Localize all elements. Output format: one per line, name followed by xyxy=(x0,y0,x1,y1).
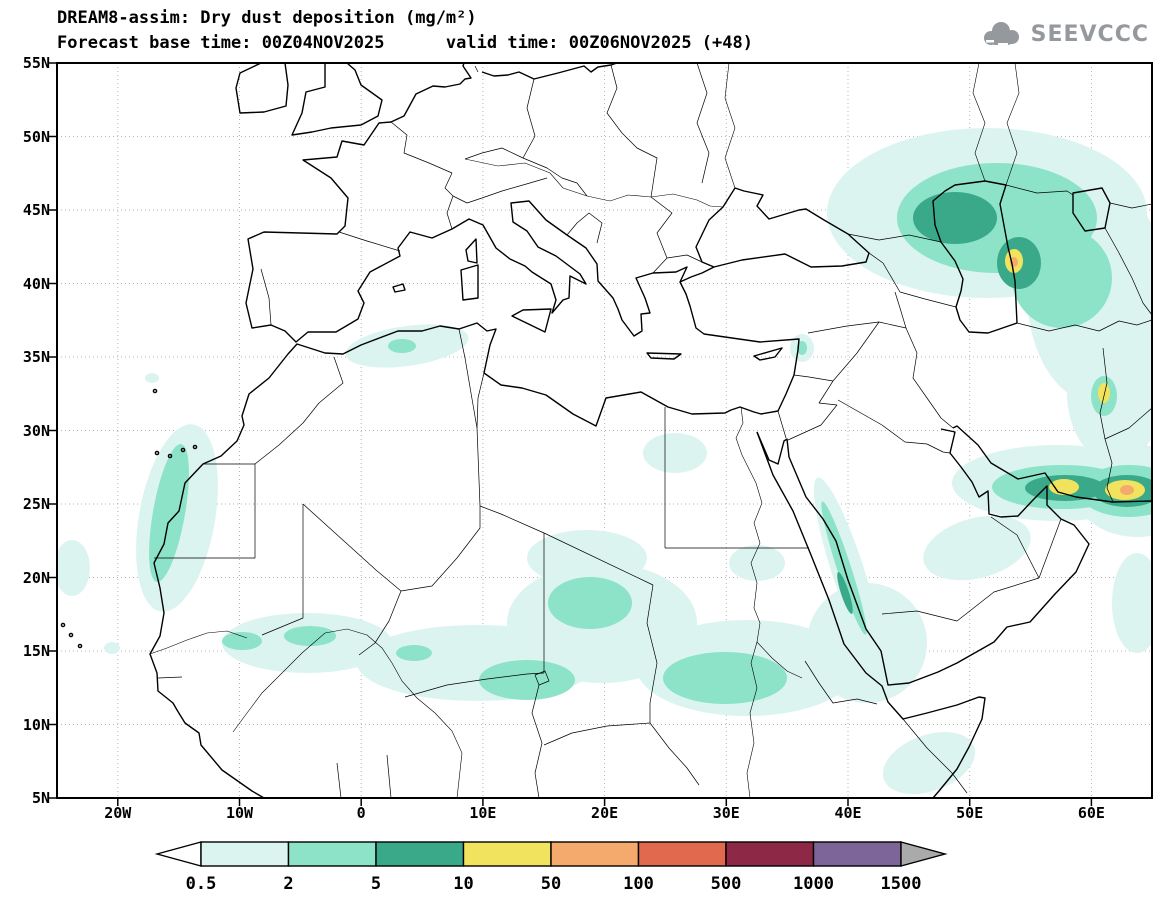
colorbar-level-label: 50 xyxy=(541,874,561,894)
lat-axis-label: 55N xyxy=(22,54,50,72)
lat-axis-label: 20N xyxy=(22,568,50,587)
dust-contour-blob xyxy=(222,632,262,650)
colorbar-segment xyxy=(550,841,640,867)
lon-axis-label: 40E xyxy=(834,804,862,822)
seevccc-logo-text: SEEVCCC xyxy=(1030,21,1149,47)
cloud-icon xyxy=(978,20,1024,48)
lat-axis-label: 35N xyxy=(22,348,50,366)
colorbar-over-arrow xyxy=(900,841,948,867)
lon-axis-label: 0 xyxy=(356,804,366,822)
dust-contour-blob xyxy=(797,341,807,355)
dust-contour-blob xyxy=(643,433,707,473)
lon-axis-label: 50E xyxy=(956,804,984,822)
dust-contour-blob xyxy=(388,339,416,353)
colorbar-level-label: 500 xyxy=(711,874,742,894)
colorbar-level-label: 0.5 xyxy=(186,874,217,894)
colorbar-segment xyxy=(812,841,902,867)
forecast-map xyxy=(49,55,1160,806)
colorbar-level-label: 1000 xyxy=(793,874,834,894)
dust-shading-layer xyxy=(57,128,1152,795)
colorbar-segment xyxy=(287,841,377,867)
dust-contour-blob xyxy=(1098,383,1110,403)
colorbar-under-arrow xyxy=(155,841,202,867)
dust-contour-blob xyxy=(1112,553,1152,653)
lon-axis-label: 60E xyxy=(1077,804,1105,822)
lat-axis-label: 50N xyxy=(22,127,50,146)
lat-axis-label: 45N xyxy=(22,201,50,219)
dust-contour-blob xyxy=(882,731,976,795)
dust-contour-blob xyxy=(913,192,997,244)
dust-contour-blob xyxy=(527,530,647,586)
colorbar-segment xyxy=(200,841,290,867)
dust-contour-blob xyxy=(729,545,785,581)
seevccc-logo: SEEVCCC xyxy=(978,20,1149,48)
colorbar-segment xyxy=(375,841,465,867)
colorbar-level-label: 10 xyxy=(453,874,473,894)
dust-contour-blob xyxy=(663,652,787,704)
colorbar-segment xyxy=(637,841,727,867)
lon-axis-label: 20E xyxy=(591,804,619,822)
dust-contour-blob xyxy=(923,515,1031,581)
lat-axis-label: 30N xyxy=(22,421,50,440)
forecast-times-subtitle: Forecast base time: 00Z04NOV2025 valid t… xyxy=(57,33,753,53)
lat-axis-label: 15N xyxy=(22,642,50,660)
dust-contour-blob xyxy=(548,577,632,629)
dust-contour-blob xyxy=(479,660,575,700)
dust-contour-blob xyxy=(284,626,336,646)
colorbar-level-label: 100 xyxy=(623,874,654,894)
colorbar-segment xyxy=(725,841,815,867)
lon-axis-label: 10W xyxy=(225,804,254,822)
colorbar-segment xyxy=(462,841,552,867)
dust-contour-blob xyxy=(1120,485,1134,495)
dust-contour-blob xyxy=(1049,479,1079,495)
colorbar-level-label: 5 xyxy=(371,874,381,894)
dust-contour-blob xyxy=(104,642,120,654)
lon-axis-label: 10E xyxy=(469,804,497,822)
dust-contour-blob xyxy=(396,645,432,661)
country-borders-layer xyxy=(154,63,1152,798)
axis-ticks xyxy=(49,62,1093,806)
lat-axis-label: 25N xyxy=(22,495,50,513)
colorbar-level-label: 1500 xyxy=(881,874,922,894)
rivers-layer xyxy=(149,63,1020,798)
coastlines-layer xyxy=(60,63,1152,798)
dust-contour-blob xyxy=(149,444,189,582)
lon-axis-label: 30E xyxy=(712,804,740,822)
dust-contour-blob xyxy=(837,572,853,614)
lon-axis-label: 20W xyxy=(104,804,132,822)
lat-axis-label: 40N xyxy=(22,274,50,293)
dust-contour-blob xyxy=(57,540,90,596)
lat-axis-label: 5N xyxy=(31,789,50,807)
colorbar-legend: 0.5 2 5 10 50 100 500 1000 1500 xyxy=(155,841,1045,905)
lat-axis-label: 10N xyxy=(22,715,50,734)
dust-contour-blob xyxy=(145,373,159,383)
colorbar-level-label: 2 xyxy=(283,874,293,894)
page-title: DREAM8-assim: Dry dust deposition (mg/m²… xyxy=(57,8,477,28)
